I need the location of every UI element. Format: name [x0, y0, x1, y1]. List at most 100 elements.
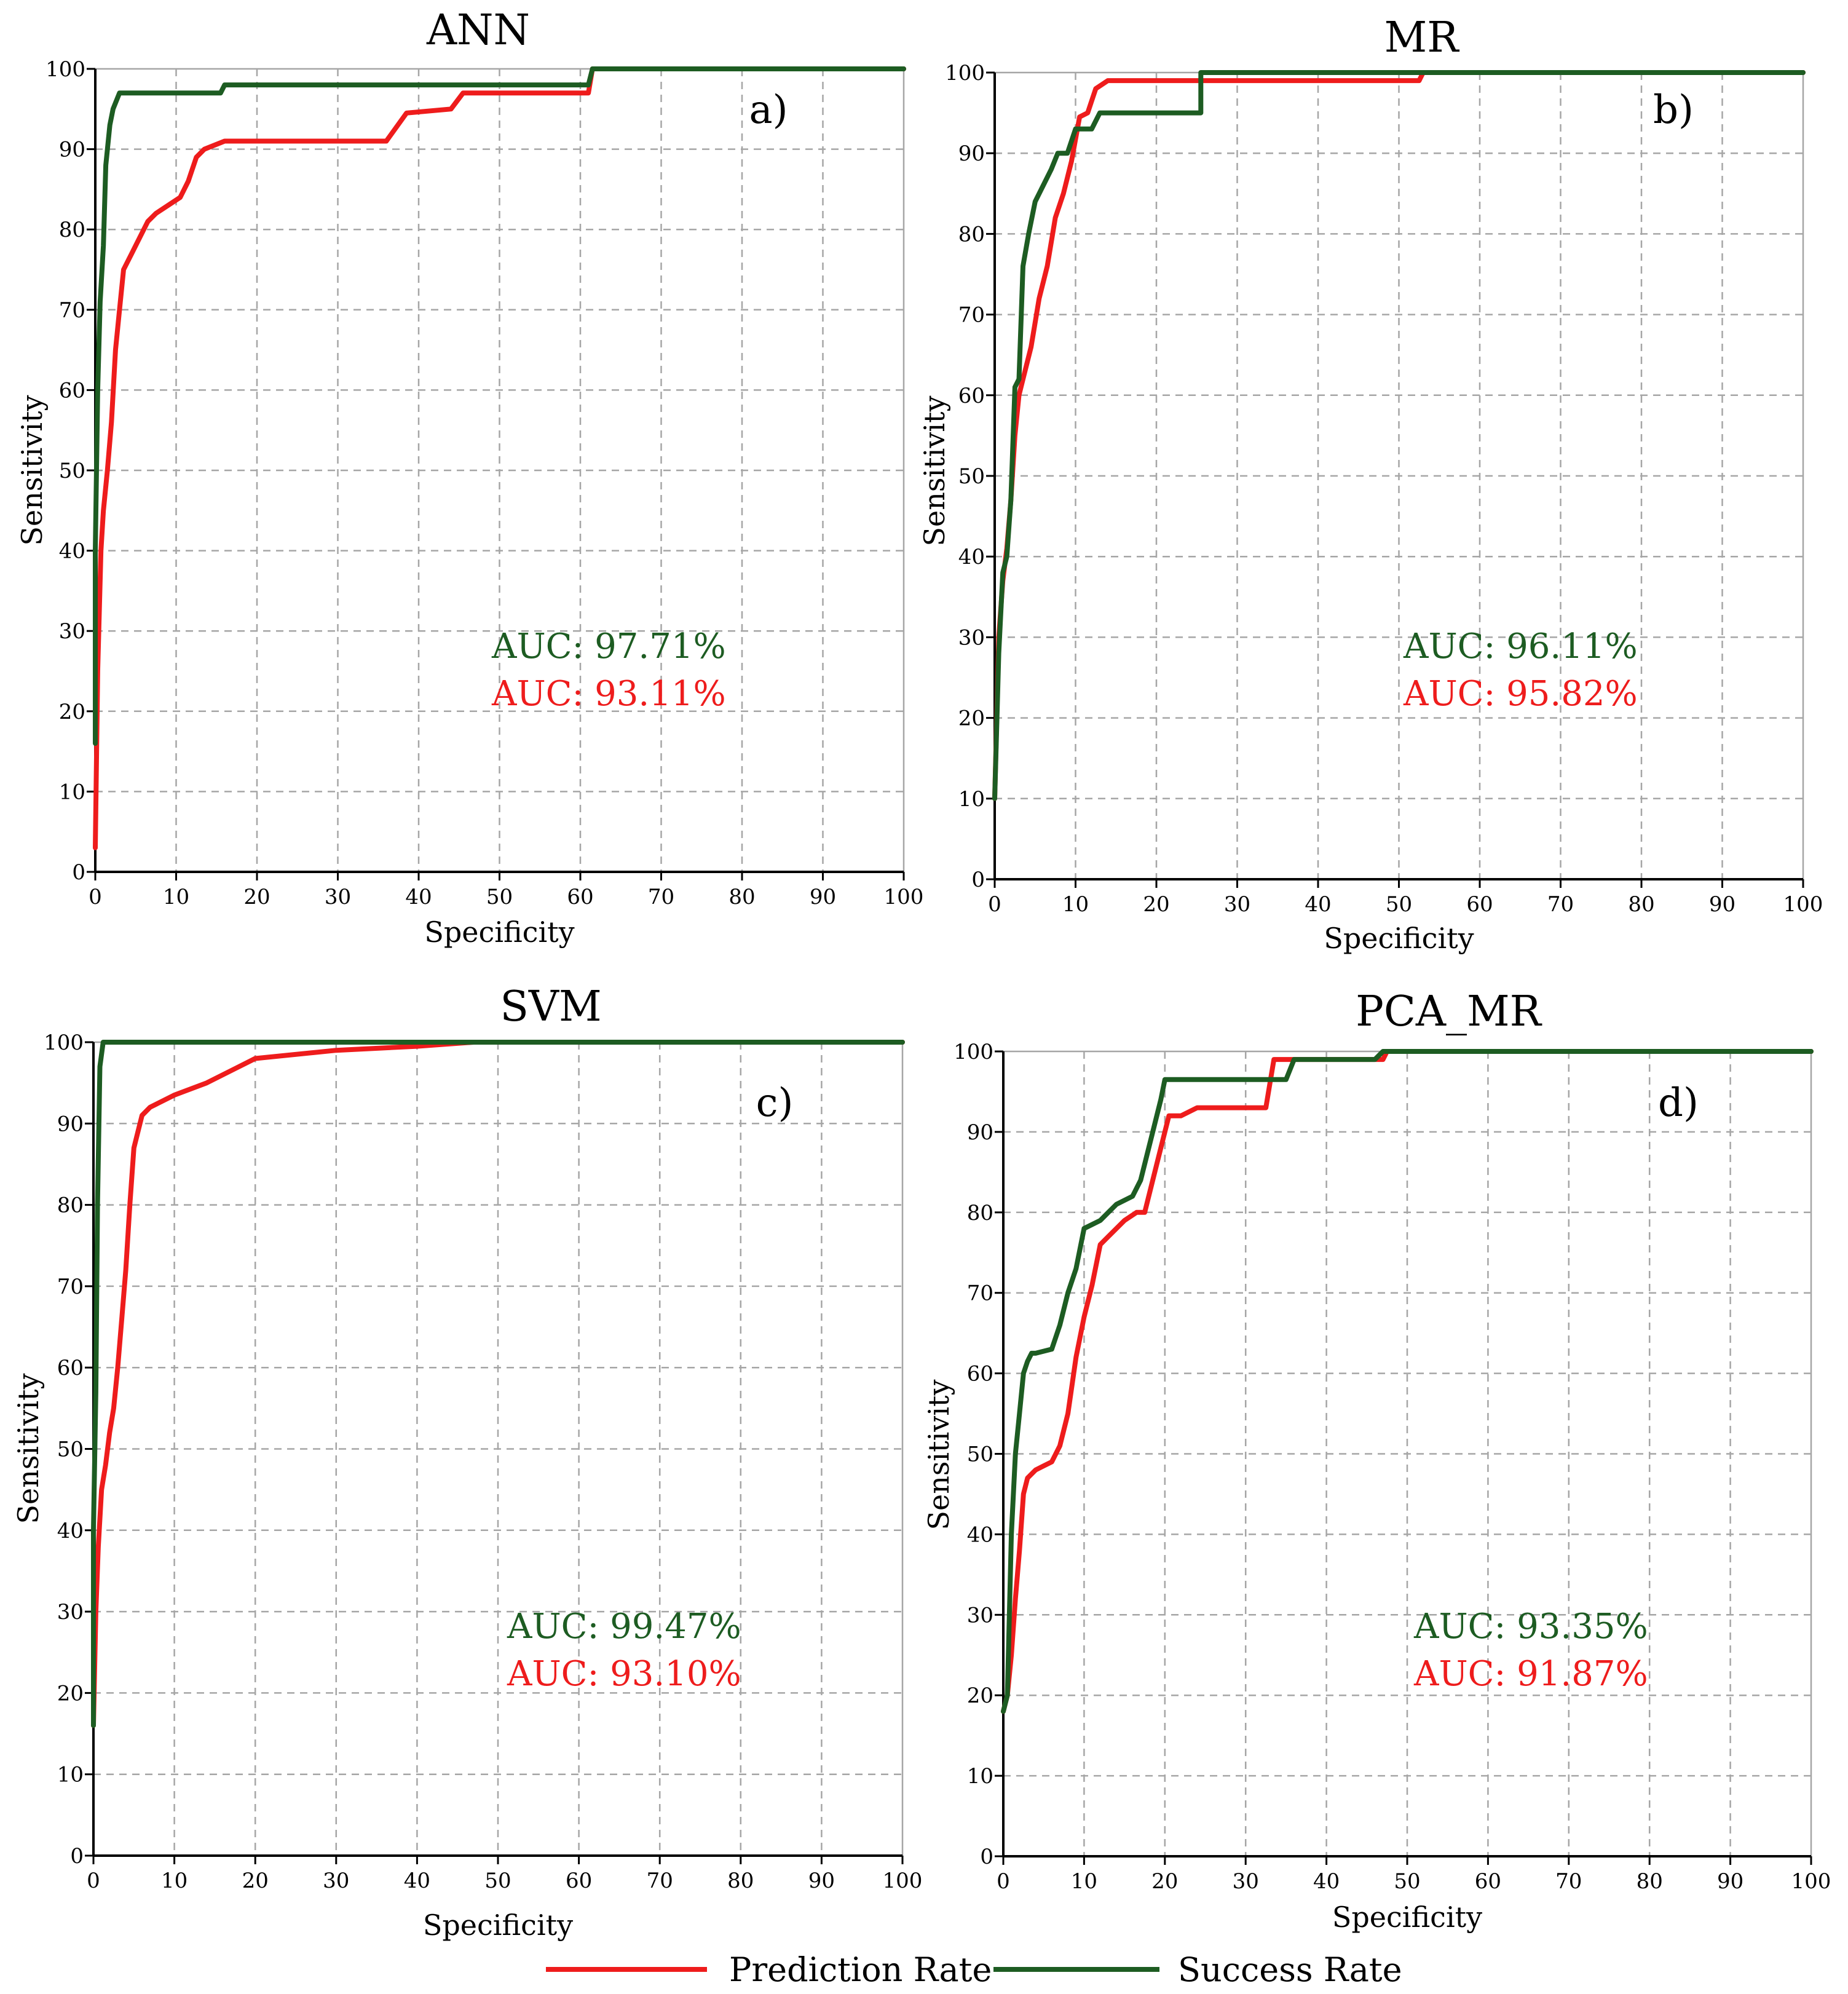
prediction-rate-curve	[1001, 1049, 1814, 1714]
y-tick-label: 90	[59, 138, 85, 162]
y-tick-label: 40	[57, 1519, 84, 1543]
y-tick-label: 20	[958, 706, 985, 731]
auc-success-label: AUC: 96.11%	[1403, 627, 1638, 667]
x-tick-label: 80	[1637, 1869, 1663, 1894]
x-tick-label: 70	[1547, 892, 1574, 917]
panel-title: SVM	[500, 983, 601, 1031]
y-tick-label: 80	[59, 218, 85, 242]
x-tick-label: 100	[884, 885, 924, 909]
x-tick-label: 0	[87, 1869, 100, 1893]
y-tick-label: 90	[967, 1120, 993, 1145]
success-rate-curve	[992, 70, 1806, 801]
y-tick-label: 90	[57, 1112, 84, 1136]
auc-success-label: AUC: 97.71%	[491, 627, 726, 667]
y-tick-label: 10	[958, 787, 985, 812]
x-tick-label: 40	[405, 885, 432, 909]
auc-success-label: AUC: 93.35%	[1413, 1607, 1648, 1647]
x-tick-label: 90	[1717, 1869, 1743, 1894]
y-tick-label: 100	[44, 1031, 84, 1055]
y-tick-label: 60	[967, 1362, 993, 1387]
panel-title: MR	[1384, 14, 1460, 62]
y-tick-label: 30	[967, 1603, 993, 1628]
panel-label: c)	[756, 1080, 794, 1126]
y-tick-label: 80	[967, 1201, 993, 1225]
x-tick-label: 20	[242, 1869, 269, 1893]
x-tick-label: 20	[1143, 892, 1169, 917]
y-axis-label: Sensitivity	[922, 1379, 955, 1530]
roc-panel-pca-mr: 0 10 20 30 40 50 60 70 80 90 100 0 10 20 30 40 50 60 70 80 9…	[922, 987, 1831, 1934]
y-tick-label: 100	[45, 57, 85, 82]
panel-label: d)	[1658, 1080, 1699, 1126]
roc-panel-svm: 0 10 20 30 40 50 60 70 80 90 100 0 10 20 30 40 50 60 70 80 9…	[12, 983, 922, 1942]
y-tick-label: 70	[59, 298, 85, 323]
x-tick-label: 10	[161, 1869, 188, 1893]
x-tick-label: 100	[883, 1869, 923, 1893]
y-tick-label: 80	[57, 1193, 84, 1218]
y-tick-label: 40	[59, 539, 85, 564]
y-tick-label: 10	[967, 1764, 993, 1789]
y-tick-label: 50	[967, 1442, 993, 1467]
y-tick-label: 100	[945, 61, 985, 85]
x-tick-label: 10	[1062, 892, 1089, 917]
y-tick-label: 0	[72, 860, 85, 885]
success-rate-curve	[91, 1040, 905, 1728]
auc-prediction-label: AUC: 93.11%	[491, 674, 726, 714]
y-tick-label: 10	[57, 1763, 84, 1787]
x-tick-label: 60	[566, 1869, 592, 1893]
x-tick-label: 40	[1305, 892, 1331, 917]
y-tick-label: 30	[958, 625, 985, 650]
y-tick-label: 20	[967, 1683, 993, 1708]
x-tick-label: 30	[1233, 1869, 1259, 1894]
y-tick-label: 50	[59, 459, 85, 483]
x-tick-label: 90	[810, 885, 836, 909]
x-axis-label: Specificity	[1332, 1901, 1482, 1934]
prediction-rate-curve	[91, 1040, 905, 1728]
panel-title: ANN	[426, 6, 530, 55]
panel-label: a)	[749, 87, 788, 133]
y-tick-label: 90	[958, 141, 985, 166]
x-tick-label: 100	[1783, 892, 1823, 917]
y-tick-label: 20	[57, 1681, 84, 1706]
y-tick-label: 0	[971, 868, 985, 892]
y-axis-label: Sensitivity	[12, 1373, 45, 1524]
x-tick-label: 30	[1224, 892, 1250, 917]
x-tick-label: 10	[163, 885, 189, 909]
x-tick-label: 80	[727, 1869, 754, 1893]
y-tick-label: 60	[958, 384, 985, 408]
x-tick-label: 50	[484, 1869, 511, 1893]
y-tick-label: 60	[57, 1356, 84, 1380]
auc-prediction-label: AUC: 93.10%	[507, 1654, 741, 1694]
x-tick-label: 20	[243, 885, 270, 909]
x-tick-label: 40	[404, 1869, 430, 1893]
x-tick-label: 50	[486, 885, 513, 909]
y-tick-label: 0	[70, 1844, 84, 1869]
y-tick-label: 100	[954, 1040, 993, 1064]
y-tick-label: 80	[958, 222, 985, 247]
roc-panel-mr: 0 10 20 30 40 50 60 70 80 90 100 0 10 20 30 40 50 60 70 80 9…	[918, 14, 1823, 955]
x-tick-label: 30	[323, 1869, 349, 1893]
x-tick-label: 70	[648, 885, 674, 909]
x-tick-label: 80	[1628, 892, 1654, 917]
x-tick-label: 100	[1791, 1869, 1831, 1894]
y-tick-label: 30	[59, 619, 85, 644]
panels-group: 0 10 20 30 40 50 60 70 80 90 100010203040506070809…	[12, 6, 1831, 1942]
x-tick-label: 50	[1394, 1869, 1420, 1894]
x-tick-label: 50	[1386, 892, 1412, 917]
success-rate-curve	[93, 66, 906, 746]
roc-panel-ann: 0 10 20 30 40 50 60 70 80 90 100 0 10 20 30 40 50 60 70 80 9…	[15, 6, 923, 949]
y-tick-label: 20	[59, 700, 85, 724]
prediction-rate-curve	[93, 66, 906, 850]
legend-prediction-label: Prediction Rate	[729, 1950, 992, 1989]
x-tick-label: 40	[1313, 1869, 1340, 1894]
y-tick-label: 40	[958, 545, 985, 569]
x-tick-label: 0	[89, 885, 102, 909]
y-tick-label: 70	[958, 303, 985, 328]
y-tick-label: 70	[967, 1281, 993, 1306]
x-tick-label: 30	[325, 885, 351, 909]
y-tick-label: 50	[958, 464, 985, 489]
y-axis-label: Sensitivity	[15, 395, 49, 545]
success-rate-curve	[1001, 1049, 1814, 1714]
auc-success-label: AUC: 99.47%	[507, 1607, 741, 1647]
y-tick-label: 10	[59, 780, 85, 804]
